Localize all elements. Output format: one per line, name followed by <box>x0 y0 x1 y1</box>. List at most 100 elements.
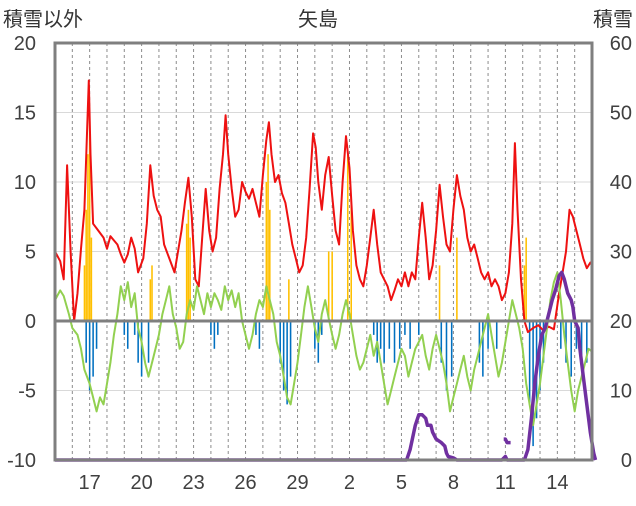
x-tick: 23 <box>182 472 204 494</box>
blue-bar <box>575 321 578 349</box>
orange-bar <box>88 112 91 321</box>
blue-bar <box>450 321 453 377</box>
red-series-line <box>54 79 593 334</box>
left-tick: 20 <box>14 33 36 55</box>
blue-bar <box>495 321 498 349</box>
blue-bar <box>126 321 129 349</box>
blue-bar <box>213 321 216 349</box>
orange-bar <box>85 209 87 321</box>
blue-bar <box>289 321 292 377</box>
blue-bar <box>388 321 391 349</box>
blue-bar <box>586 321 588 363</box>
right-tick: 30 <box>610 242 632 264</box>
right-axis-label: 積雪 <box>593 8 633 31</box>
blue-bar <box>528 321 531 405</box>
blue-bar <box>258 321 261 349</box>
blue-bar <box>393 321 396 363</box>
orange-bar <box>151 265 153 321</box>
orange-bar <box>149 279 152 321</box>
orange-bar <box>327 251 330 321</box>
orange-bar <box>83 265 86 321</box>
right-tick: 60 <box>610 33 632 55</box>
blue-bar <box>95 321 98 349</box>
blue-bar <box>383 321 385 363</box>
orange-bar <box>350 195 352 321</box>
x-tick: 17 <box>79 472 101 494</box>
left-tick: 5 <box>25 242 36 264</box>
x-ticks: 17 20 23 26 29 2 5 8 11 14 <box>79 472 569 494</box>
right-ticks: 60 50 40 30 20 10 0 <box>610 33 632 472</box>
blue-bar <box>580 321 583 363</box>
blue-bar <box>255 321 257 335</box>
blue-bar <box>409 321 411 349</box>
orange-bar <box>523 265 526 321</box>
orange-bar <box>189 237 191 321</box>
left-tick: 15 <box>14 103 36 125</box>
x-tick: 20 <box>130 472 152 494</box>
orange-bar <box>331 251 333 321</box>
series-lines <box>54 79 598 462</box>
left-tick: -10 <box>7 450 36 472</box>
chart-title: 矢島 <box>298 8 338 31</box>
orange-bar <box>90 237 93 321</box>
orange-bar <box>288 279 290 321</box>
blue-bar <box>314 321 316 349</box>
orange-bar <box>346 154 349 321</box>
x-tick: 8 <box>448 472 459 494</box>
left-axis-label: 積雪以外 <box>3 8 83 31</box>
orange-bar <box>438 265 441 321</box>
orange-bar <box>265 182 268 321</box>
purple-series-line <box>55 270 598 462</box>
x-tick: 14 <box>546 472 568 494</box>
right-tick: 20 <box>610 311 632 333</box>
right-tick: 40 <box>610 172 632 194</box>
plot-frame <box>53 41 594 462</box>
blue-bar <box>92 321 94 377</box>
blue-bar <box>478 321 481 363</box>
x-tick: 11 <box>495 472 516 494</box>
orange-bar <box>185 223 188 321</box>
blue-bar <box>279 321 281 363</box>
blue-bar <box>372 321 375 335</box>
blue-bar <box>440 321 443 363</box>
left-tick: -5 <box>18 381 36 403</box>
x-tick: 26 <box>234 472 256 494</box>
blue-bar <box>286 321 288 405</box>
blue-bar <box>217 321 219 335</box>
blue-bar <box>147 321 150 363</box>
blue-bar <box>140 321 143 377</box>
blue-bar <box>133 321 136 335</box>
right-tick: 50 <box>610 103 632 125</box>
x-tick: 2 <box>344 472 355 494</box>
orange-bar <box>456 237 458 321</box>
left-tick: 0 <box>25 311 36 333</box>
blue-bar <box>210 321 212 335</box>
purple-series-line <box>503 437 511 445</box>
blue-bar <box>88 321 91 391</box>
orange-bar <box>267 154 269 321</box>
orange-bar <box>187 209 190 321</box>
x-tick: 5 <box>396 472 407 494</box>
orange-bar <box>87 154 89 321</box>
blue-bar <box>123 321 126 335</box>
blue-bar <box>85 321 87 363</box>
blue-bar <box>560 321 562 349</box>
blue-bar <box>379 321 382 349</box>
right-tick: 0 <box>621 450 632 472</box>
blue-bar <box>487 321 489 349</box>
blue-bar <box>320 321 323 335</box>
blue-bar <box>282 321 285 391</box>
blue-bar <box>417 321 420 335</box>
blue-bar <box>482 321 484 377</box>
blue-bar <box>570 321 572 377</box>
left-tick: 10 <box>14 172 36 194</box>
orange-bar <box>525 237 527 321</box>
blue-bar <box>542 321 545 363</box>
blue-bar <box>398 321 401 349</box>
blue-bar <box>404 321 406 335</box>
orange-bar <box>269 209 271 321</box>
blue-bar <box>445 321 448 391</box>
blue-bar <box>137 321 139 363</box>
